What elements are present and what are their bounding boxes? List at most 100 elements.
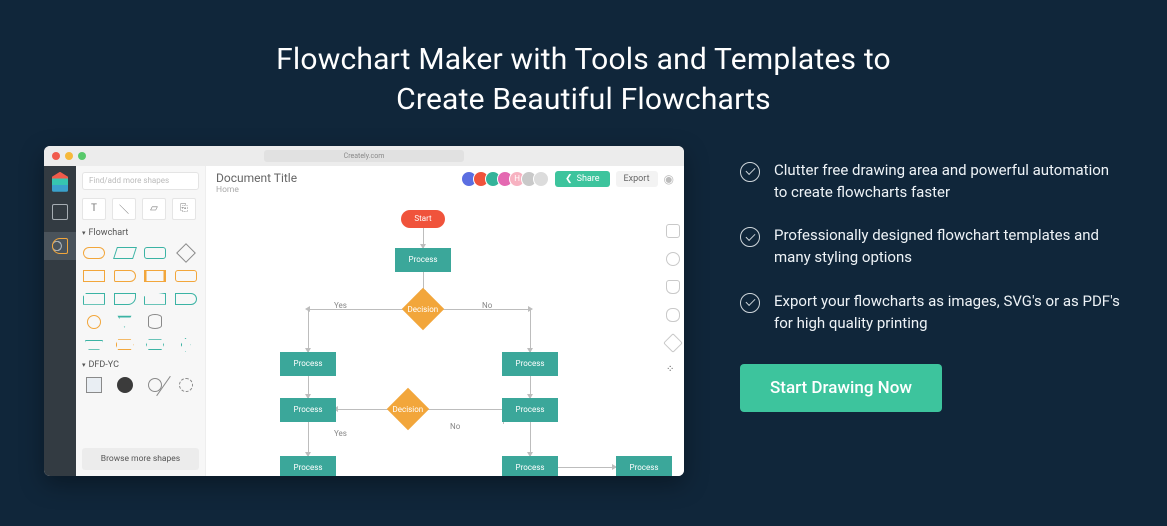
edge (558, 467, 616, 468)
page-title: Flowchart Maker with Tools and Templates… (0, 0, 1167, 120)
flowchart-diagram: Start Process Decision Process Process Decisi… (206, 204, 662, 476)
share-label: Share (577, 174, 600, 184)
shape-delay[interactable] (174, 290, 198, 308)
node-label: Process (409, 255, 438, 264)
edge-label: Yes (334, 301, 347, 310)
left-rail (44, 166, 76, 476)
edge-label: Yes (334, 429, 347, 438)
shape-roundrect[interactable] (143, 244, 167, 262)
node-decision[interactable]: Decision (387, 388, 429, 430)
edge (308, 422, 309, 456)
shape-connector[interactable] (82, 313, 106, 331)
section-flowchart-header[interactable]: Flowchart (82, 228, 199, 238)
browse-shapes-button[interactable]: Browse more shapes (82, 448, 199, 470)
settings-icon[interactable] (663, 333, 683, 353)
shapes-icon (52, 238, 68, 254)
shape-card[interactable] (82, 290, 106, 308)
quick-tools-row: T ＼ ▱ ⎘ (82, 196, 199, 222)
layers-icon[interactable] (666, 224, 680, 238)
search-input[interactable]: Find/add more shapes (82, 172, 199, 190)
rail-shapes-selected[interactable] (44, 232, 76, 260)
edge (530, 422, 531, 456)
more-icon[interactable]: ⁘ (666, 364, 680, 378)
shape-display[interactable] (113, 267, 137, 285)
shape-terminator[interactable] (82, 244, 106, 262)
share-button[interactable]: ❮ Share (555, 171, 609, 187)
edge (336, 409, 393, 410)
section-dfd-header[interactable]: DFD-YC (82, 360, 199, 370)
shape-none (174, 313, 198, 331)
note-tool[interactable]: ⎘ (172, 198, 196, 220)
check-icon (740, 293, 760, 313)
app-body: Find/add more shapes T ＼ ▱ ⎘ Flowchart (44, 166, 684, 476)
shape-subroutine[interactable] (143, 267, 167, 285)
collaborator-avatars: H (465, 171, 549, 187)
shape-merge[interactable] (82, 336, 106, 354)
canvas[interactable]: Document Title Home H ❮ Share Export ◉ (206, 166, 684, 476)
feature-text: Clutter free drawing area and powerful a… (774, 160, 1123, 204)
shape-manualinput[interactable] (143, 290, 167, 308)
shape-decision[interactable] (174, 244, 198, 262)
node-label: Start (414, 214, 431, 223)
shape-hex-teal[interactable] (143, 336, 167, 354)
mac-max-dot[interactable] (78, 152, 86, 160)
shape-database[interactable] (143, 313, 167, 331)
edge (308, 309, 309, 352)
mac-close-dot[interactable] (52, 152, 60, 160)
share-icon: ❮ (565, 174, 573, 184)
shape-interface[interactable] (174, 376, 198, 394)
shape-data[interactable] (174, 267, 198, 285)
node-process[interactable]: Process (502, 352, 558, 376)
shape-document[interactable] (113, 290, 137, 308)
cta-button[interactable]: Start Drawing Now (740, 364, 942, 412)
right-tool-rail: ⁘ (662, 216, 684, 476)
comment-icon[interactable] (666, 308, 680, 322)
node-process[interactable]: Process (502, 398, 558, 422)
doc-title[interactable]: Document Title (216, 171, 297, 185)
node-decision[interactable]: Decision (402, 288, 444, 330)
node-process[interactable]: Process (280, 398, 336, 422)
node-label: Process (630, 463, 659, 472)
toolbar-right: H ❮ Share Export ◉ (465, 171, 674, 187)
mac-min-dot[interactable] (65, 152, 73, 160)
shape-extract[interactable] (113, 313, 137, 331)
mac-titlebar: Creately.com (44, 146, 684, 166)
shape-io[interactable] (113, 244, 137, 262)
address-bar[interactable]: Creately.com (264, 150, 464, 162)
page-tool[interactable]: ▱ (142, 198, 166, 220)
content-row: Creately.com Find/add more shapes T ＼ ▱ … (0, 120, 1167, 476)
shapes-sidebar: Find/add more shapes T ＼ ▱ ⎘ Flowchart (76, 166, 206, 476)
text-tool[interactable]: T (82, 198, 106, 220)
shape-entity[interactable] (82, 376, 106, 394)
node-label: Process (516, 405, 545, 414)
app-logo-icon[interactable] (52, 172, 68, 192)
shape-sort[interactable] (174, 336, 198, 354)
avatar[interactable] (533, 171, 549, 187)
node-label: Process (516, 359, 545, 368)
node-process[interactable]: Process (280, 456, 336, 476)
node-process[interactable]: Process (395, 248, 451, 272)
feature-item-3: Export your flowcharts as images, SVG's … (740, 291, 1123, 335)
node-process[interactable]: Process (616, 456, 672, 476)
marketing-column: Clutter free drawing area and powerful a… (740, 146, 1123, 413)
palette-icon[interactable] (666, 252, 680, 266)
visibility-icon[interactable]: ◉ (664, 172, 674, 186)
breadcrumb[interactable]: Home (216, 185, 297, 195)
shape-preparation[interactable] (113, 336, 137, 354)
shape-process-circle[interactable] (113, 376, 137, 394)
shape-datastore[interactable] (143, 376, 167, 394)
title-line-2: Create Beautiful Flowcharts (396, 82, 771, 117)
node-start[interactable]: Start (401, 210, 445, 228)
edge-label: No (450, 422, 460, 431)
shape-process[interactable] (82, 267, 106, 285)
canvas-toolbar: Document Title Home H ❮ Share Export ◉ (206, 166, 684, 204)
node-process[interactable]: Process (280, 352, 336, 376)
check-icon (740, 162, 760, 182)
clipboard-icon[interactable] (666, 280, 680, 294)
rail-image-icon[interactable] (52, 204, 68, 220)
edge (530, 309, 531, 352)
node-process[interactable]: Process (502, 456, 558, 476)
node-label: Decision (393, 404, 424, 413)
line-tool[interactable]: ＼ (112, 198, 136, 220)
export-button[interactable]: Export (616, 171, 658, 187)
